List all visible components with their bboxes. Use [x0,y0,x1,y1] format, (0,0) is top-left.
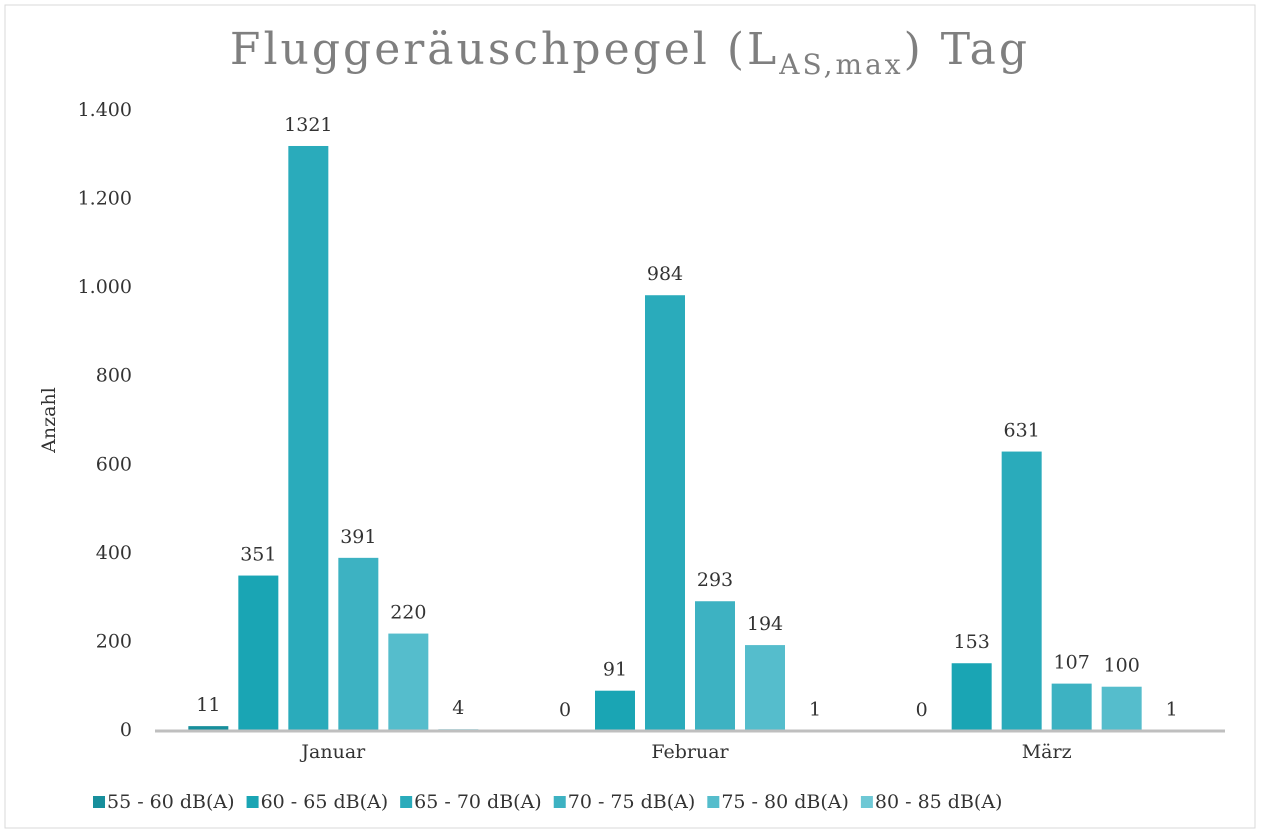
x-tick-label: Januar [299,741,366,763]
bar [1001,451,1042,731]
legend-swatch [707,796,720,808]
bar [1051,683,1092,731]
data-label: 0 [559,699,571,721]
legend-label: 55 - 60 dB(A) [107,791,235,813]
bar [388,633,429,731]
legend-label: 75 - 80 dB(A) [721,791,849,813]
data-label: 100 [1104,655,1140,677]
chart-title: Fluggeräuschpegel (LAS,max) Tag [230,24,1030,81]
y-tick-label: 1.200 [78,188,132,210]
bar [695,601,735,731]
bar [745,645,785,731]
data-label: 1 [809,699,821,721]
bar [288,145,329,731]
data-label: 293 [697,569,733,591]
y-tick-label: 1.000 [78,276,132,298]
data-label: 631 [1004,420,1040,442]
x-tick-label: März [1022,741,1072,763]
data-label: 0 [916,699,928,721]
y-tick-label: 1.400 [78,99,132,121]
data-label: 351 [240,544,276,566]
y-tick-label: 0 [120,719,132,741]
data-label: 984 [647,263,683,285]
data-label: 1321 [284,114,332,136]
title-end: ) Tag [904,24,1030,75]
title-main: Fluggeräuschpegel (L [230,24,779,75]
legend-label: 80 - 85 dB(A) [875,791,1003,813]
y-tick-label: 200 [96,630,132,652]
legend-swatch [246,796,259,808]
data-label: 11 [196,694,220,716]
bar [188,726,229,731]
data-label: 91 [603,659,627,681]
y-axis-label: Anzahl [38,387,60,454]
legend-label: 65 - 70 dB(A) [414,791,542,813]
data-label: 153 [954,631,990,653]
data-label: 107 [1054,652,1090,674]
y-tick-label: 400 [96,542,132,564]
bar [595,690,635,731]
bar [1101,686,1142,731]
title-subscript: AS,max [778,48,903,81]
y-tick-label: 800 [96,365,132,387]
data-label: 391 [340,526,376,548]
legend-label: 70 - 75 dB(A) [568,791,696,813]
data-label: 1 [1166,699,1178,721]
legend-swatch [400,796,413,808]
bar [238,575,279,731]
x-tick-label: Februar [651,741,729,763]
data-label: 4 [452,697,464,719]
legend-swatch [553,796,566,808]
bar [951,663,992,731]
y-tick-label: 600 [96,453,132,475]
bar [645,295,685,731]
data-label: 220 [390,602,426,624]
bar [338,557,379,731]
legend-label: 60 - 65 dB(A) [261,791,389,813]
legend-swatch [860,796,873,808]
data-label: 194 [747,613,783,635]
legend-swatch [93,796,105,808]
